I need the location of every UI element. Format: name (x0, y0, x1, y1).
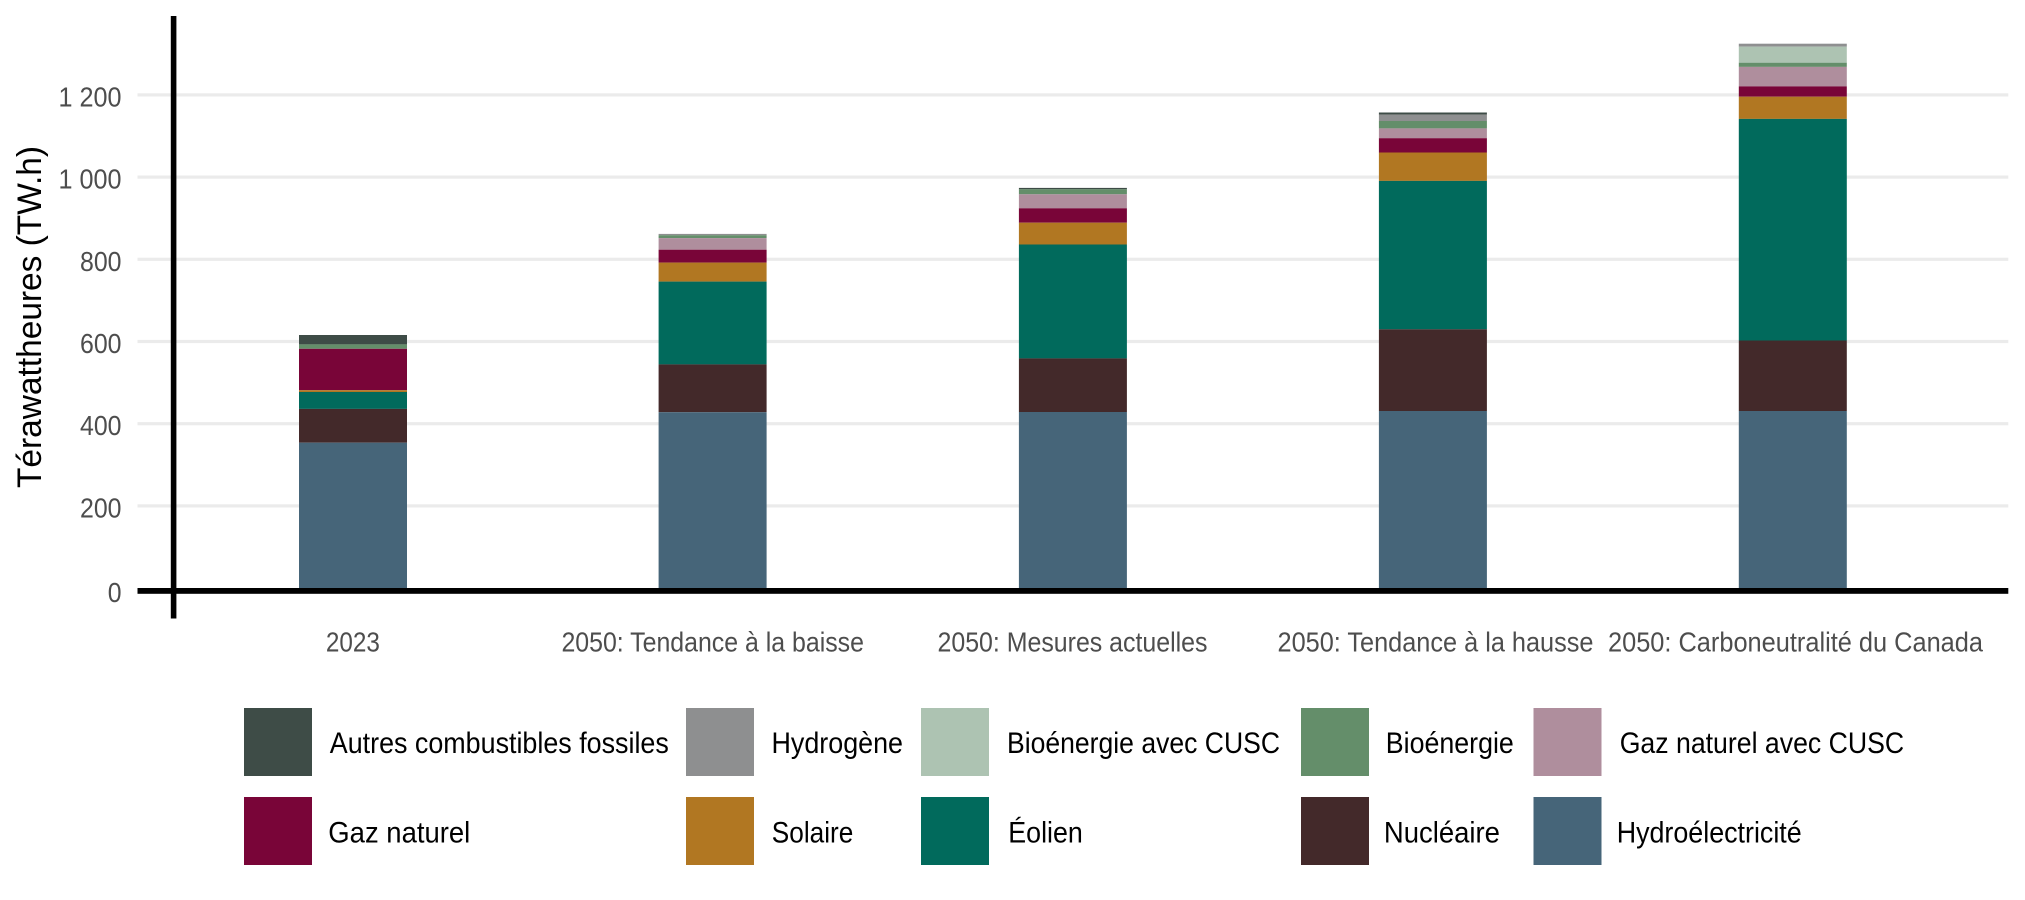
svg-text:1 000: 1 000 (59, 164, 122, 195)
svg-text:Éolien: Éolien (1008, 817, 1083, 850)
svg-text:Nucléaire: Nucléaire (1384, 817, 1500, 850)
svg-text:0: 0 (108, 577, 122, 608)
svg-text:Hydrogène: Hydrogène (772, 727, 904, 760)
svg-text:800: 800 (80, 246, 122, 277)
svg-text:400: 400 (80, 410, 122, 441)
svg-text:1 200: 1 200 (59, 81, 122, 112)
svg-text:Gaz naturel avec CUSC: Gaz naturel avec CUSC (1620, 727, 1905, 760)
svg-text:2050: Carboneutralité du Canad: 2050: Carboneutralité du Canada (1608, 627, 1983, 658)
svg-text:200: 200 (80, 492, 122, 523)
svg-text:2050: Mesures actuelles: 2050: Mesures actuelles (938, 627, 1208, 658)
svg-text:Bioénergie: Bioénergie (1386, 727, 1514, 760)
svg-text:Gaz naturel: Gaz naturel (328, 817, 470, 850)
svg-text:Hydroélectricité: Hydroélectricité (1617, 817, 1802, 850)
svg-text:Bioénergie avec CUSC: Bioénergie avec CUSC (1007, 727, 1280, 760)
svg-text:Térawattheures (TW.h): Térawattheures (TW.h) (11, 146, 49, 488)
svg-text:Solaire: Solaire (772, 817, 854, 850)
svg-text:Autres combustibles fossiles: Autres combustibles fossiles (330, 727, 669, 760)
svg-text:2050: Tendance à la hausse: 2050: Tendance à la hausse (1278, 627, 1594, 658)
svg-text:600: 600 (80, 328, 122, 359)
svg-text:2050: Tendance à la baisse: 2050: Tendance à la baisse (561, 627, 864, 658)
svg-text:2023: 2023 (326, 627, 380, 658)
